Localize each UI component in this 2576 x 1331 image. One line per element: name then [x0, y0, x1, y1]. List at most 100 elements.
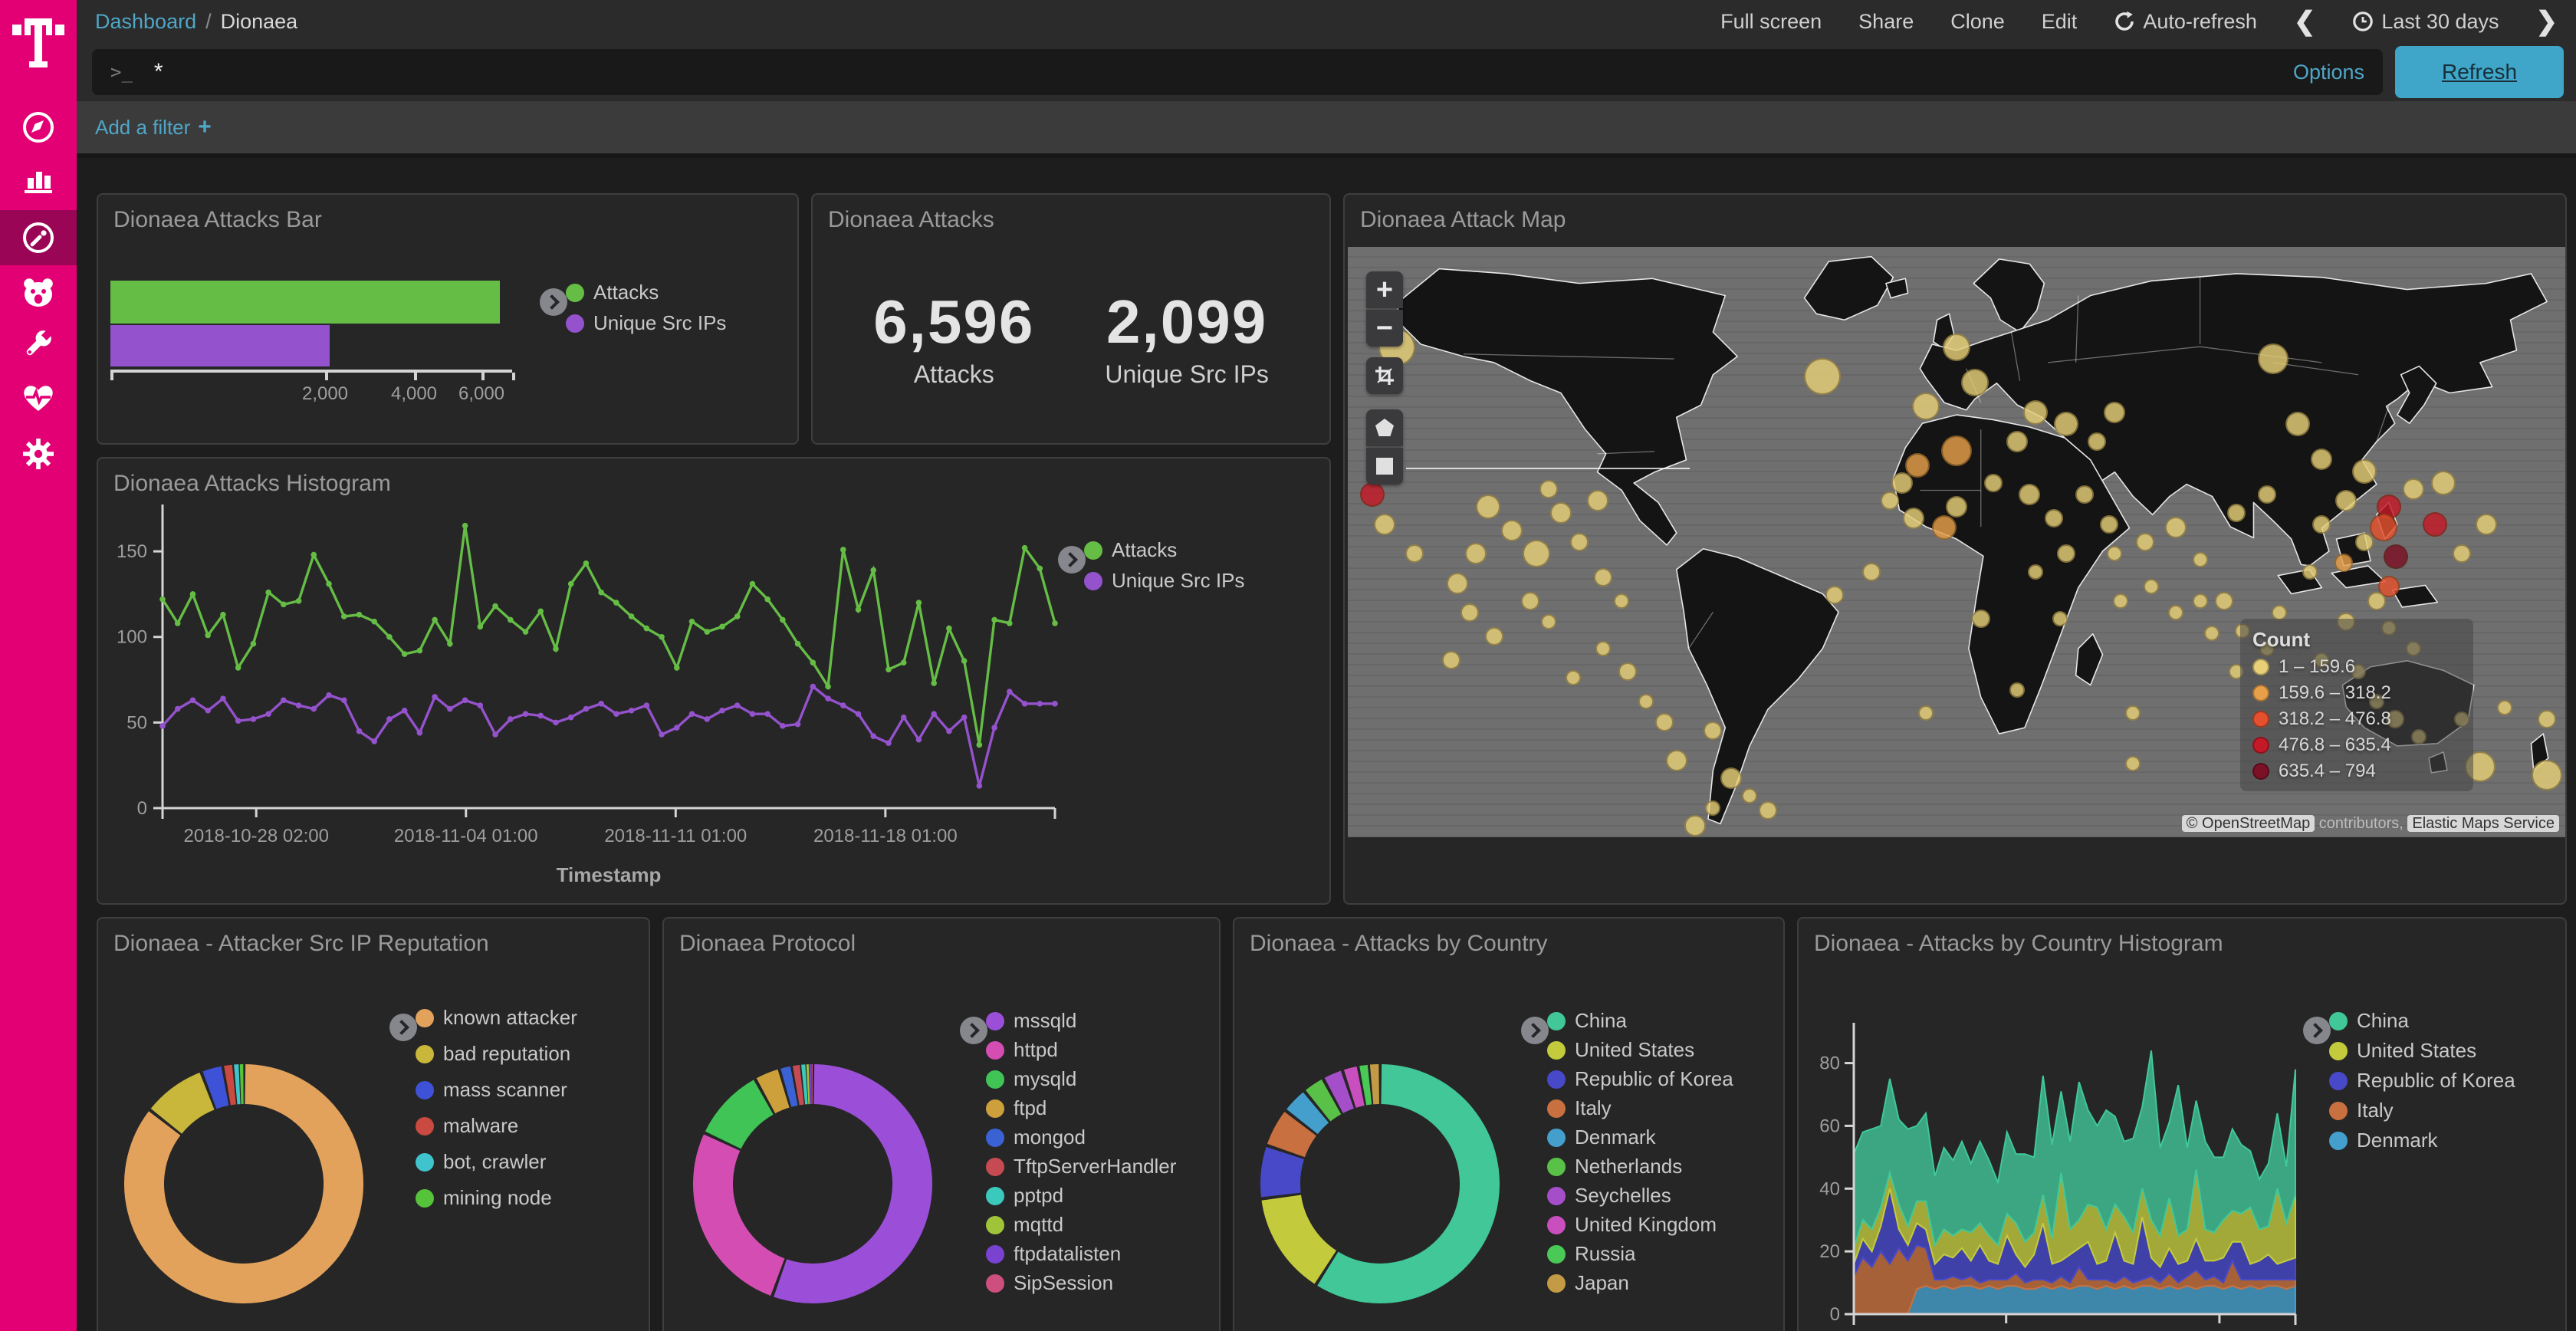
sidebar-item-tpot[interactable]	[0, 267, 77, 319]
clone-button[interactable]: Clone	[1950, 9, 2005, 33]
map-legend-item: 318.2 – 476.8	[2252, 708, 2461, 730]
legend-item[interactable]: Republic of Korea	[2329, 1069, 2515, 1093]
map-zoom-out-button[interactable]: −	[1366, 310, 1403, 347]
legend-item[interactable]: TftpServerHandler	[986, 1155, 1176, 1178]
map-marker	[2006, 431, 2029, 453]
map-marker	[1971, 610, 1990, 629]
ems-attribution[interactable]: Elastic Maps Service	[2407, 815, 2559, 832]
legend-item[interactable]: mining node	[416, 1186, 552, 1210]
sidebar-item-visualize[interactable]	[0, 153, 77, 205]
share-button[interactable]: Share	[1858, 9, 1914, 33]
legend-item[interactable]: pptpd	[986, 1184, 1063, 1208]
legend-item[interactable]: Attacks	[566, 281, 659, 304]
legend-item[interactable]: known attacker	[416, 1006, 577, 1030]
legend-item[interactable]: mongod	[986, 1126, 1086, 1149]
legend-item[interactable]: United Kingdom	[1547, 1213, 1717, 1237]
legend-item[interactable]: Unique Src IPs	[566, 311, 726, 335]
legend-item[interactable]: mysqld	[986, 1067, 1076, 1091]
panel-title: Dionaea Attack Map	[1360, 207, 1566, 232]
legend-collapse-button[interactable]	[2303, 1017, 2331, 1044]
legend-collapse-button[interactable]	[1058, 546, 1086, 573]
legend-item[interactable]: China	[2329, 1009, 2409, 1033]
legend-item[interactable]: United States	[1547, 1038, 1694, 1062]
legend-item[interactable]: Italy	[2329, 1099, 2394, 1122]
legend-item[interactable]: Seychelles	[1547, 1184, 1671, 1208]
panel-attacks-by-country: Dionaea - Attacks by Country China United…	[1233, 917, 1785, 1331]
legend-item[interactable]: Netherlands	[1547, 1155, 1682, 1178]
legend-collapse-button[interactable]	[1521, 1017, 1549, 1044]
map-marker	[2192, 552, 2208, 568]
legend-dot	[1547, 1157, 1566, 1176]
panel-title: Dionaea Attacks	[828, 207, 994, 232]
legend-item[interactable]: China	[1547, 1009, 1627, 1033]
sidebar-item-monitoring[interactable]	[0, 371, 77, 423]
legend-item[interactable]: Unique Src IPs	[1084, 569, 1244, 593]
options-link[interactable]: Options	[2292, 60, 2364, 84]
legend-item[interactable]: httpd	[986, 1038, 1058, 1062]
map-marker	[1941, 435, 1972, 466]
world-map[interactable]: + −	[1348, 247, 2565, 837]
map-marker	[2113, 593, 2129, 609]
time-back-button[interactable]: ❮	[2293, 7, 2316, 36]
legend-item[interactable]: malware	[416, 1114, 518, 1138]
map-rectangle-button[interactable]	[1366, 448, 1403, 485]
sidebar-item-management[interactable]	[0, 428, 77, 480]
legend-item[interactable]: bot, crawler	[416, 1150, 546, 1174]
legend-item[interactable]: Denmark	[1547, 1126, 1655, 1149]
legend-item[interactable]: United States	[2329, 1039, 2476, 1063]
legend-item[interactable]: bad reputation	[416, 1042, 570, 1066]
tmobile-logo[interactable]	[12, 9, 64, 77]
time-forward-button[interactable]: ❯	[2535, 7, 2558, 36]
edit-button[interactable]: Edit	[2041, 9, 2078, 33]
legend-dot	[416, 1044, 434, 1063]
legend-item[interactable]: SipSession	[986, 1271, 1113, 1295]
map-zoom-in-button[interactable]: +	[1366, 271, 1403, 308]
map-crop-button[interactable]	[1366, 357, 1403, 394]
legend-label: ftpdatalisten	[1014, 1242, 1122, 1265]
legend-item[interactable]: mssqld	[986, 1009, 1076, 1033]
map-marker	[1614, 593, 1630, 609]
legend-collapse-button[interactable]	[540, 288, 567, 316]
legend-item[interactable]: mqttd	[986, 1213, 1063, 1237]
legend-item[interactable]: Japan	[1547, 1271, 1629, 1295]
breadcrumb-dashboard-link[interactable]: Dashboard	[95, 9, 197, 33]
auto-refresh-button[interactable]: Auto-refresh	[2114, 10, 2257, 34]
legend-item[interactable]: Denmark	[2329, 1129, 2437, 1152]
map-marker	[2045, 509, 2064, 528]
breadcrumb-separator: /	[205, 9, 212, 33]
sidebar-item-discover[interactable]	[0, 101, 77, 153]
map-marker	[1825, 586, 1845, 605]
map-legend-dot	[2252, 763, 2269, 780]
legend-collapse-button[interactable]	[960, 1017, 987, 1044]
legend-item[interactable]: mass scanner	[416, 1078, 567, 1102]
legend-label: malware	[443, 1114, 519, 1137]
legend-item[interactable]: Republic of Korea	[1547, 1067, 1733, 1091]
map-marker	[2053, 412, 2078, 436]
map-marker	[1804, 358, 1842, 396]
sidebar-item-dashboard[interactable]	[0, 210, 77, 265]
legend-item[interactable]: ftpd	[986, 1096, 1046, 1120]
search-input[interactable]: >_ * Options	[92, 49, 2383, 95]
map-marker	[2370, 513, 2398, 541]
osm-attribution[interactable]: © OpenStreetMap	[2181, 815, 2315, 832]
map-marker	[1464, 543, 1487, 565]
legend-item[interactable]: Russia	[1547, 1242, 1635, 1266]
legend-dot	[1547, 1244, 1566, 1264]
add-filter-link[interactable]: Add a filter	[95, 115, 191, 139]
legend-item[interactable]: Attacks	[1084, 538, 1177, 562]
panel-title: Dionaea - Attacker Src IP Reputation	[113, 931, 489, 956]
legend-dot	[986, 1099, 1004, 1118]
full-screen-button[interactable]: Full screen	[1720, 9, 1822, 33]
time-picker-button[interactable]: Last 30 days	[2352, 10, 2499, 34]
map-polygon-button[interactable]	[1366, 409, 1403, 446]
legend-item[interactable]: Italy	[1547, 1096, 1612, 1120]
legend-label: Republic of Korea	[1575, 1067, 1733, 1090]
legend-item[interactable]: ftpdatalisten	[986, 1242, 1121, 1266]
panel-country-histogram: Dionaea - Attacks by Country Histogram 0…	[1797, 917, 2567, 1331]
add-filter-plus-icon[interactable]: +	[198, 114, 212, 140]
sidebar-item-devtools[interactable]	[0, 319, 77, 371]
refresh-button[interactable]: Refresh	[2395, 46, 2564, 98]
legend-collapse-button[interactable]	[389, 1014, 417, 1041]
map-attribution: © OpenStreetMap contributors, Elastic Ma…	[2181, 815, 2559, 833]
